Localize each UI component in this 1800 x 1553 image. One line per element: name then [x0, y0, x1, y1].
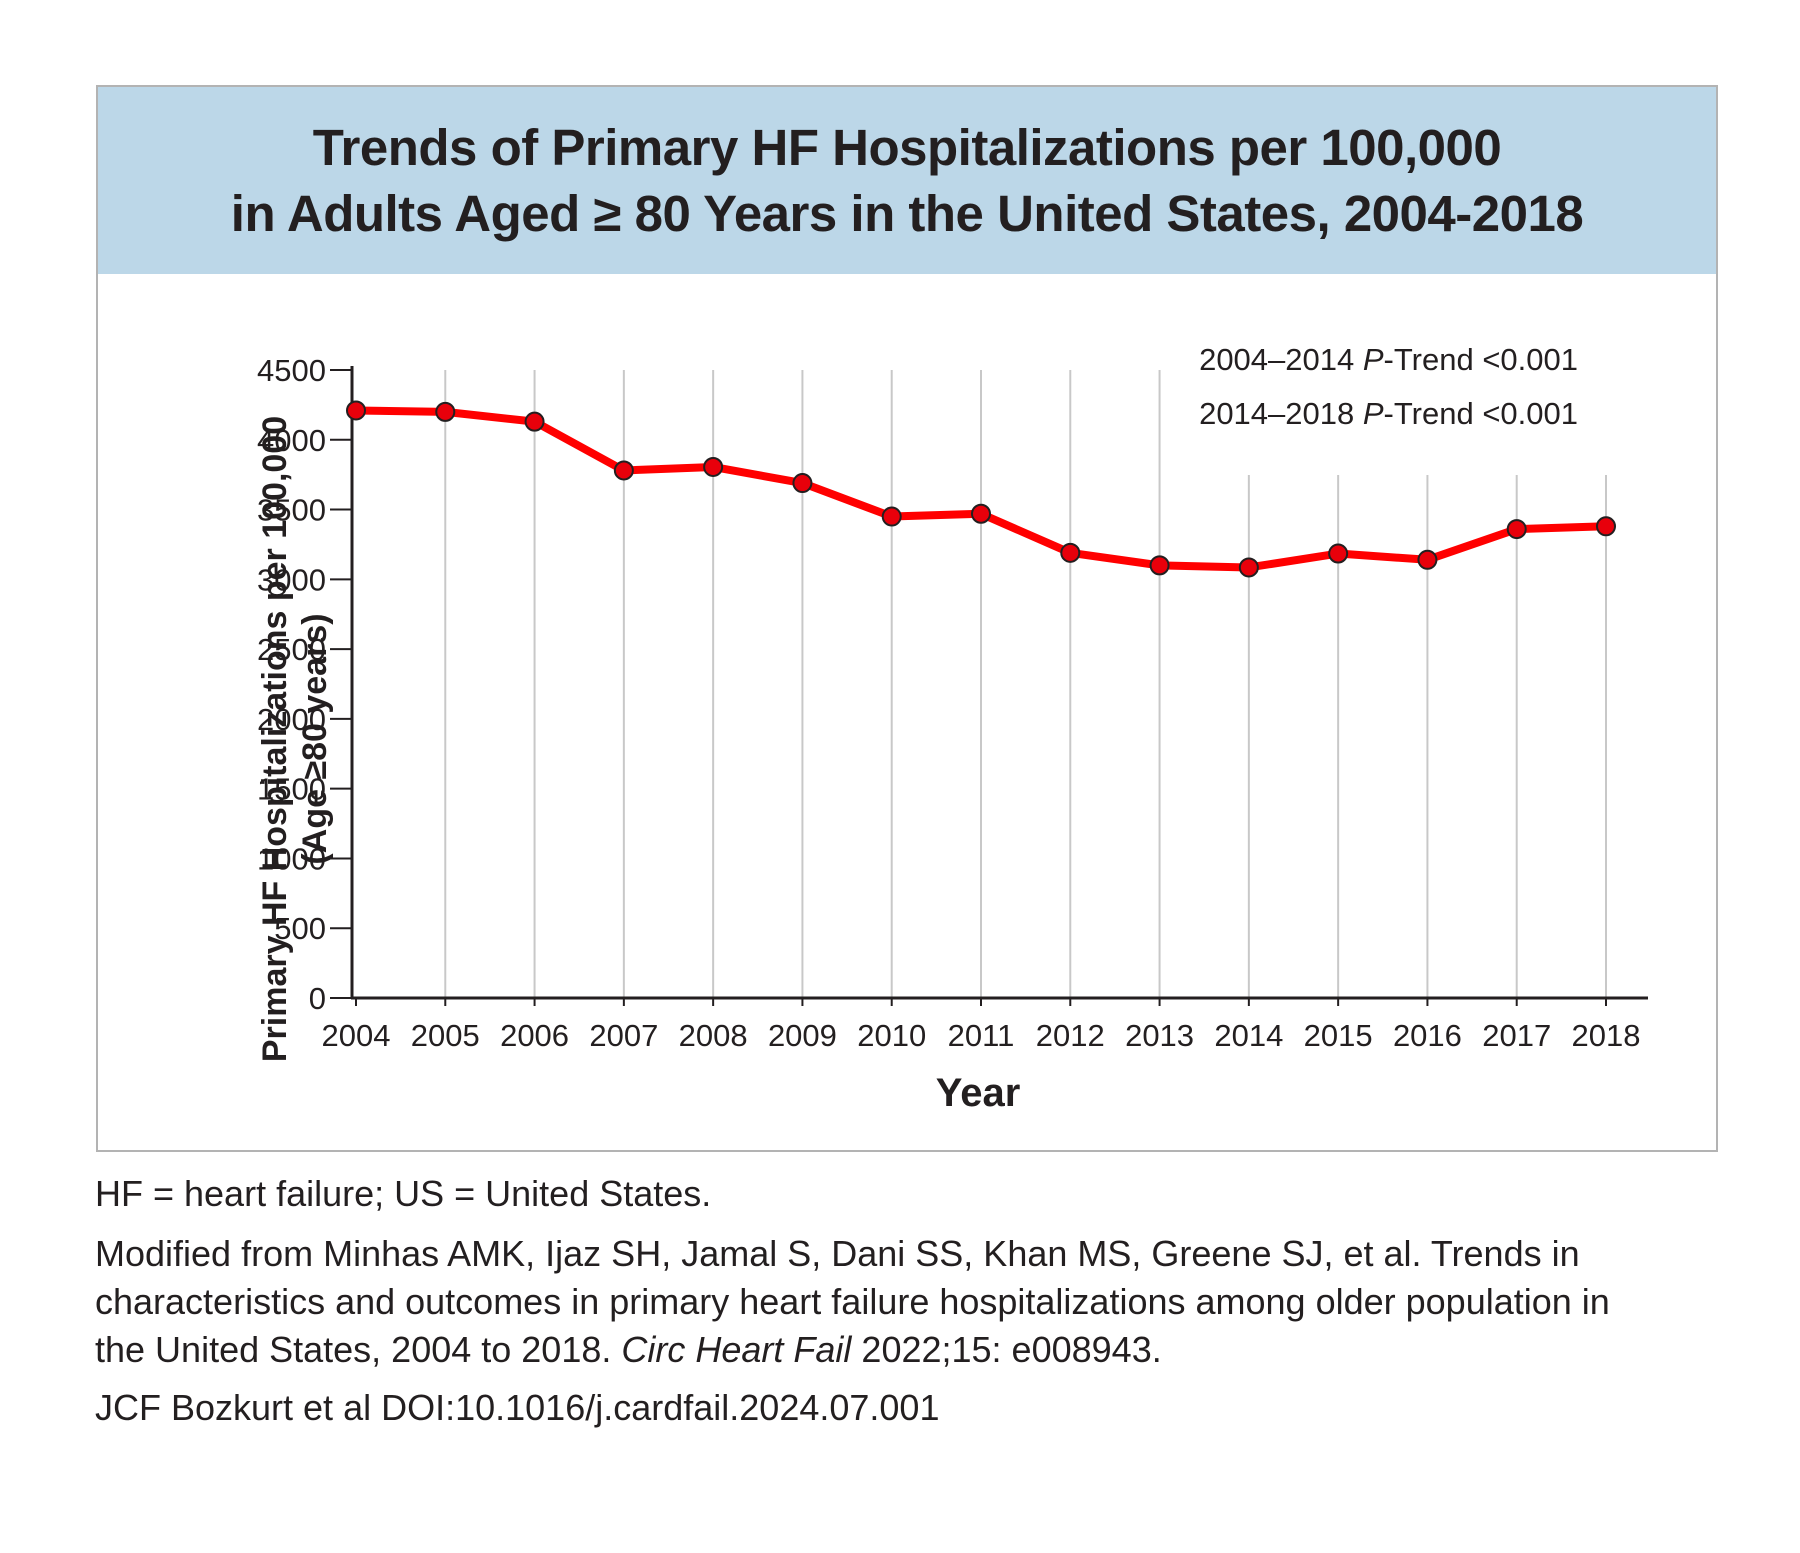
y-tick-label-4000: 4000: [257, 423, 326, 458]
p-trend-2-p: P: [1363, 396, 1384, 431]
data-point-2015: [1328, 543, 1349, 564]
x-tick-label-2014: 2014: [1214, 1018, 1283, 1053]
data-point-2012: [1060, 542, 1081, 563]
x-tick-label-2018: 2018: [1572, 1018, 1641, 1053]
series-hf-hospitalizations: [346, 400, 1616, 578]
x-tick-label-2012: 2012: [1036, 1018, 1105, 1053]
axes: [350, 366, 1648, 1000]
x-tick-label-2015: 2015: [1304, 1018, 1373, 1053]
source-citation-line-1: Modified from Minhas AMK, Ijaz SH, Jamal…: [95, 1233, 1580, 1274]
data-point-2014: [1238, 557, 1259, 578]
p-trend-annotation-2: 2014–2018 P-Trend <0.001: [1199, 396, 1578, 431]
x-tick-label-2013: 2013: [1125, 1018, 1194, 1053]
p-trend-1-value: -Trend <0.001: [1384, 342, 1578, 377]
data-point-2011: [971, 503, 991, 524]
y-tick-label-3000: 3000: [257, 562, 326, 597]
x-tick-label-2007: 2007: [589, 1018, 658, 1053]
source-citation-end: 2022;15: e008943.: [851, 1329, 1162, 1370]
data-point-2010: [881, 506, 902, 527]
x-tick-label-2010: 2010: [857, 1018, 926, 1053]
title-band: Trends of Primary HF Hospitalizations pe…: [98, 87, 1716, 274]
y-tick-label-2500: 2500: [257, 632, 326, 667]
y-tick-label-1500: 1500: [257, 772, 326, 807]
x-tick-label-2004: 2004: [322, 1018, 391, 1053]
y-tick-label-0: 0: [309, 981, 326, 1016]
data-point-2004: [346, 400, 366, 421]
p-trend-2-period: 2014–2018: [1199, 396, 1363, 431]
source-citation-start: the United States, 2004 to 2018.: [95, 1329, 622, 1370]
data-point-2007: [613, 460, 634, 481]
x-axis-title: Year: [936, 1071, 1021, 1115]
chart-title-line-2: in Adults Aged ≥ 80 Years in the United …: [230, 184, 1584, 242]
y-tick-label-4500: 4500: [257, 353, 326, 388]
x-tick-label-2006: 2006: [500, 1018, 569, 1053]
data-point-2005: [435, 401, 456, 422]
y-tick-label-3500: 3500: [257, 493, 326, 528]
doi-credit: JCF Bozkurt et al DOI:10.1016/j.cardfail…: [95, 1387, 940, 1428]
x-tick-label-2011: 2011: [948, 1018, 1015, 1053]
y-tick-label-2000: 2000: [257, 702, 326, 737]
source-citation-line-3: the United States, 2004 to 2018. Circ He…: [95, 1326, 1735, 1374]
data-point-2009: [792, 473, 813, 494]
x-tick-label-2009: 2009: [768, 1018, 837, 1053]
x-ticks: 2004 2005 2006 2007 2008 2009 2010 2011 2012 2013…: [322, 998, 1641, 1053]
abbreviations-note: HF = heart failure; US = United States.: [95, 1173, 712, 1214]
p-trend-2-value: -Trend <0.001: [1384, 396, 1578, 431]
chart-title-line-1: Trends of Primary HF Hospitalizations pe…: [312, 118, 1502, 176]
x-tick-label-2016: 2016: [1393, 1018, 1462, 1053]
line-chart: 0 500 1000 1500 2000 2500 3000 3500 4000 4500 200…: [256, 342, 1648, 1115]
p-trend-1-p: P: [1363, 342, 1384, 377]
figure-panel: Trends of Primary HF Hospitalizations pe…: [96, 85, 1718, 1152]
y-axis-title-line-2: (Age ≥80 years): [296, 613, 334, 864]
x-tick-label-2008: 2008: [679, 1018, 748, 1053]
data-point-2018: [1596, 516, 1616, 537]
x-tick-label-2017: 2017: [1482, 1018, 1551, 1053]
p-trend-annotation-1: 2004–2014 P-Trend <0.001: [1199, 342, 1578, 377]
journal-name: Circ Heart Fail: [621, 1329, 852, 1370]
data-point-2008: [703, 456, 724, 477]
figure-footnotes: HF = heart failure; US = United States. …: [95, 1170, 1735, 1432]
data-point-2017: [1506, 519, 1527, 540]
data-point-2006: [524, 411, 545, 432]
data-point-2013: [1149, 555, 1170, 576]
source-citation-line-2: characteristics and outcomes in primary …: [95, 1281, 1610, 1322]
x-tick-label-2005: 2005: [411, 1018, 480, 1053]
y-tick-label-500: 500: [274, 911, 326, 946]
data-point-2016: [1417, 549, 1438, 570]
p-trend-1-period: 2004–2014: [1199, 342, 1363, 377]
y-tick-label-1000: 1000: [257, 841, 326, 876]
y-ticks: 0 500 1000 1500 2000 2500 3000 3500 4000 4500: [257, 353, 352, 1016]
y-axis-title-line-1: Primary HF Hospitalizations per 100,000: [256, 416, 294, 1062]
